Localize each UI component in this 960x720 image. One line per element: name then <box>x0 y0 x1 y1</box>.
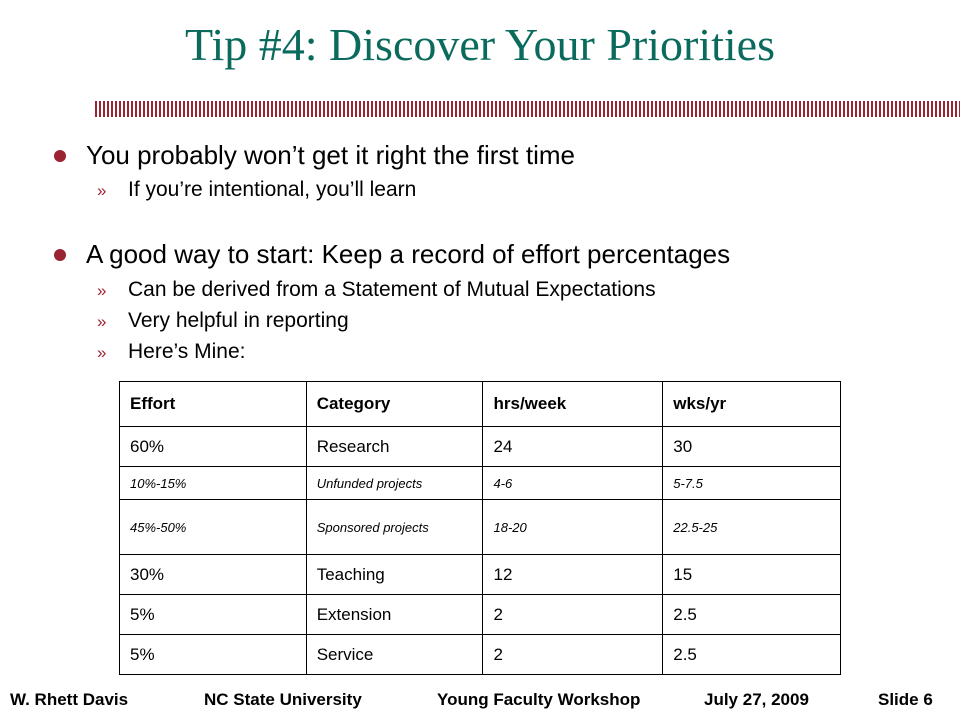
sub-bullet-1-1-text: If you’re intentional, you’ll learn <box>128 178 417 201</box>
table-row: 30% Teaching 12 15 <box>119 554 841 595</box>
bullet-2: A good way to start: Keep a record of ef… <box>54 239 730 270</box>
table-cell: Extension <box>305 594 484 635</box>
table-row: 45%-50% Sponsored projects 18-20 22.5-25 <box>119 499 841 555</box>
sub-bullet-2-2: » Very helpful in reporting <box>97 309 349 333</box>
sub-bullet-1-1: » If you’re intentional, you’ll learn <box>97 178 416 202</box>
footer-author: W. Rhett Davis <box>10 690 129 709</box>
table-cell: Research <box>305 426 484 467</box>
bullet-1-text: You probably won’t get it right the firs… <box>86 140 575 170</box>
table-cell: 2.5 <box>662 594 841 635</box>
table-cell: 5-7.5 <box>662 466 841 500</box>
table-cell: 60% <box>119 426 307 467</box>
sub-bullet-2-1-text: Can be derived from a Statement of Mutua… <box>128 278 656 301</box>
footer-date: July 27, 2009 <box>704 690 809 709</box>
table-header-row: Effort Category hrs/week wks/yr <box>119 381 841 427</box>
sub-bullet-marker-icon: » <box>97 343 107 362</box>
table-row: 10%-15% Unfunded projects 4-6 5-7.5 <box>119 466 841 500</box>
slide-footer: W. Rhett Davis NC State University Young… <box>0 690 960 720</box>
table-row: 5% Extension 2 2.5 <box>119 594 841 635</box>
effort-table: Effort Category hrs/week wks/yr 60% Rese… <box>119 381 841 675</box>
bullet-1: You probably won’t get it right the firs… <box>54 140 575 171</box>
bullet-dot-icon <box>54 248 66 261</box>
sub-bullet-marker-icon: » <box>97 312 107 331</box>
bullet-dot-icon <box>54 149 66 162</box>
table-row: 5% Service 2 2.5 <box>119 634 841 675</box>
bullet-2-text: A good way to start: Keep a record of ef… <box>86 239 731 269</box>
sub-bullet-marker-icon: » <box>97 281 107 300</box>
table-cell: 18-20 <box>482 499 664 555</box>
table-cell: 12 <box>482 554 664 595</box>
table-cell: Teaching <box>305 554 484 595</box>
table-cell: 45%-50% <box>119 499 307 555</box>
column-header-effort: Effort <box>119 381 307 427</box>
table-cell: 10%-15% <box>119 466 307 500</box>
table-cell: 22.5-25 <box>662 499 841 555</box>
sub-bullet-2-2-text: Very helpful in reporting <box>128 309 349 332</box>
table-cell: Sponsored projects <box>305 499 484 555</box>
table-cell: 2 <box>482 594 664 635</box>
table-cell: 2 <box>482 634 664 675</box>
table-cell: Service <box>305 634 484 675</box>
table-cell: Unfunded projects <box>305 466 484 500</box>
table-cell: 4-6 <box>482 466 664 500</box>
sub-bullet-2-3-text: Here’s Mine: <box>128 340 246 363</box>
footer-slide-number: Slide 6 <box>878 690 933 709</box>
table-cell: 24 <box>482 426 664 467</box>
table-cell: 5% <box>119 634 307 675</box>
table-cell: 2.5 <box>662 634 841 675</box>
sub-bullet-marker-icon: » <box>97 181 107 200</box>
slide-title: Tip #4: Discover Your Priorities <box>185 19 775 70</box>
column-header-wks-yr: wks/yr <box>662 381 841 427</box>
footer-event: Young Faculty Workshop <box>437 690 641 709</box>
sub-bullet-2-1: » Can be derived from a Statement of Mut… <box>97 278 656 302</box>
sub-bullet-2-3: » Here’s Mine: <box>97 340 246 364</box>
table-row: 60% Research 24 30 <box>119 426 841 467</box>
table-cell: 15 <box>662 554 841 595</box>
table-cell: 5% <box>119 594 307 635</box>
footer-university: NC State University <box>204 690 362 709</box>
column-header-category: Category <box>305 381 484 427</box>
title-divider <box>95 101 960 117</box>
table-cell: 30 <box>662 426 841 467</box>
table-cell: 30% <box>119 554 307 595</box>
column-header-hrs-week: hrs/week <box>482 381 664 427</box>
